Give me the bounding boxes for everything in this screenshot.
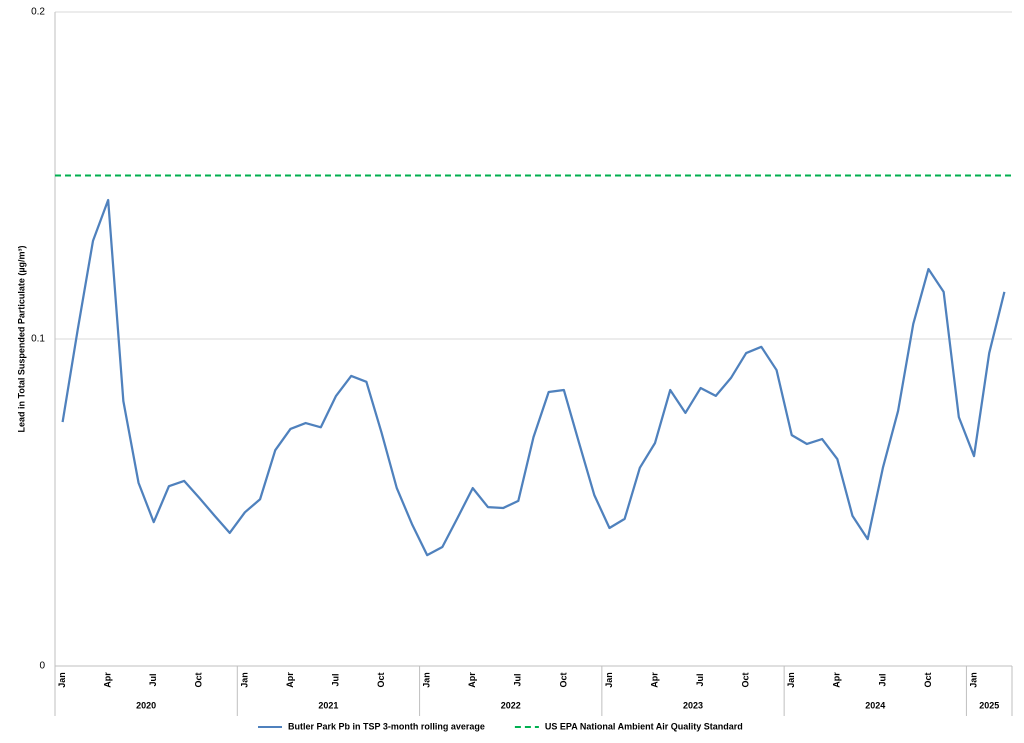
x-tick-label: Apr [832, 672, 842, 688]
x-tick-label: Jan [239, 672, 249, 688]
x-tick-label: Jul [877, 673, 887, 686]
x-tick-label: Jul [148, 673, 158, 686]
x-tick-label: Jan [604, 672, 614, 688]
legend-label: US EPA National Ambient Air Quality Stan… [545, 721, 743, 731]
x-tick-label: Oct [376, 672, 386, 687]
x-group-label: 2021 [318, 700, 338, 710]
y-tick-label: 0 [39, 661, 45, 672]
x-tick-label: Jan [968, 672, 978, 688]
x-tick-label: Apr [103, 672, 113, 688]
x-group-label: 2025 [979, 700, 999, 710]
x-tick-label: Oct [558, 672, 568, 687]
x-tick-label: Apr [285, 672, 295, 688]
y-axis-label: Lead in Total Suspended Particulate (µg/… [16, 245, 26, 432]
y-tick-label: 0.2 [31, 7, 45, 18]
x-tick-label: Jul [330, 673, 340, 686]
x-tick-label: Oct [923, 672, 933, 687]
x-tick-label: Jul [695, 673, 705, 686]
x-tick-label: Jan [57, 672, 67, 688]
x-tick-label: Oct [194, 672, 204, 687]
x-group-label: 2022 [501, 700, 521, 710]
x-tick-label: Apr [467, 672, 477, 688]
x-tick-label: Apr [649, 672, 659, 688]
x-group-label: 2024 [865, 700, 885, 710]
x-tick-label: Jan [422, 672, 432, 688]
x-group-label: 2023 [683, 700, 703, 710]
x-tick-label: Jan [786, 672, 796, 688]
x-tick-label: Jul [513, 673, 523, 686]
x-group-label: 2020 [136, 700, 156, 710]
x-tick-label: Oct [741, 672, 751, 687]
data-line [61, 198, 1006, 557]
legend-label: Butler Park Pb in TSP 3-month rolling av… [288, 721, 485, 731]
y-tick-label: 0.1 [31, 334, 45, 345]
